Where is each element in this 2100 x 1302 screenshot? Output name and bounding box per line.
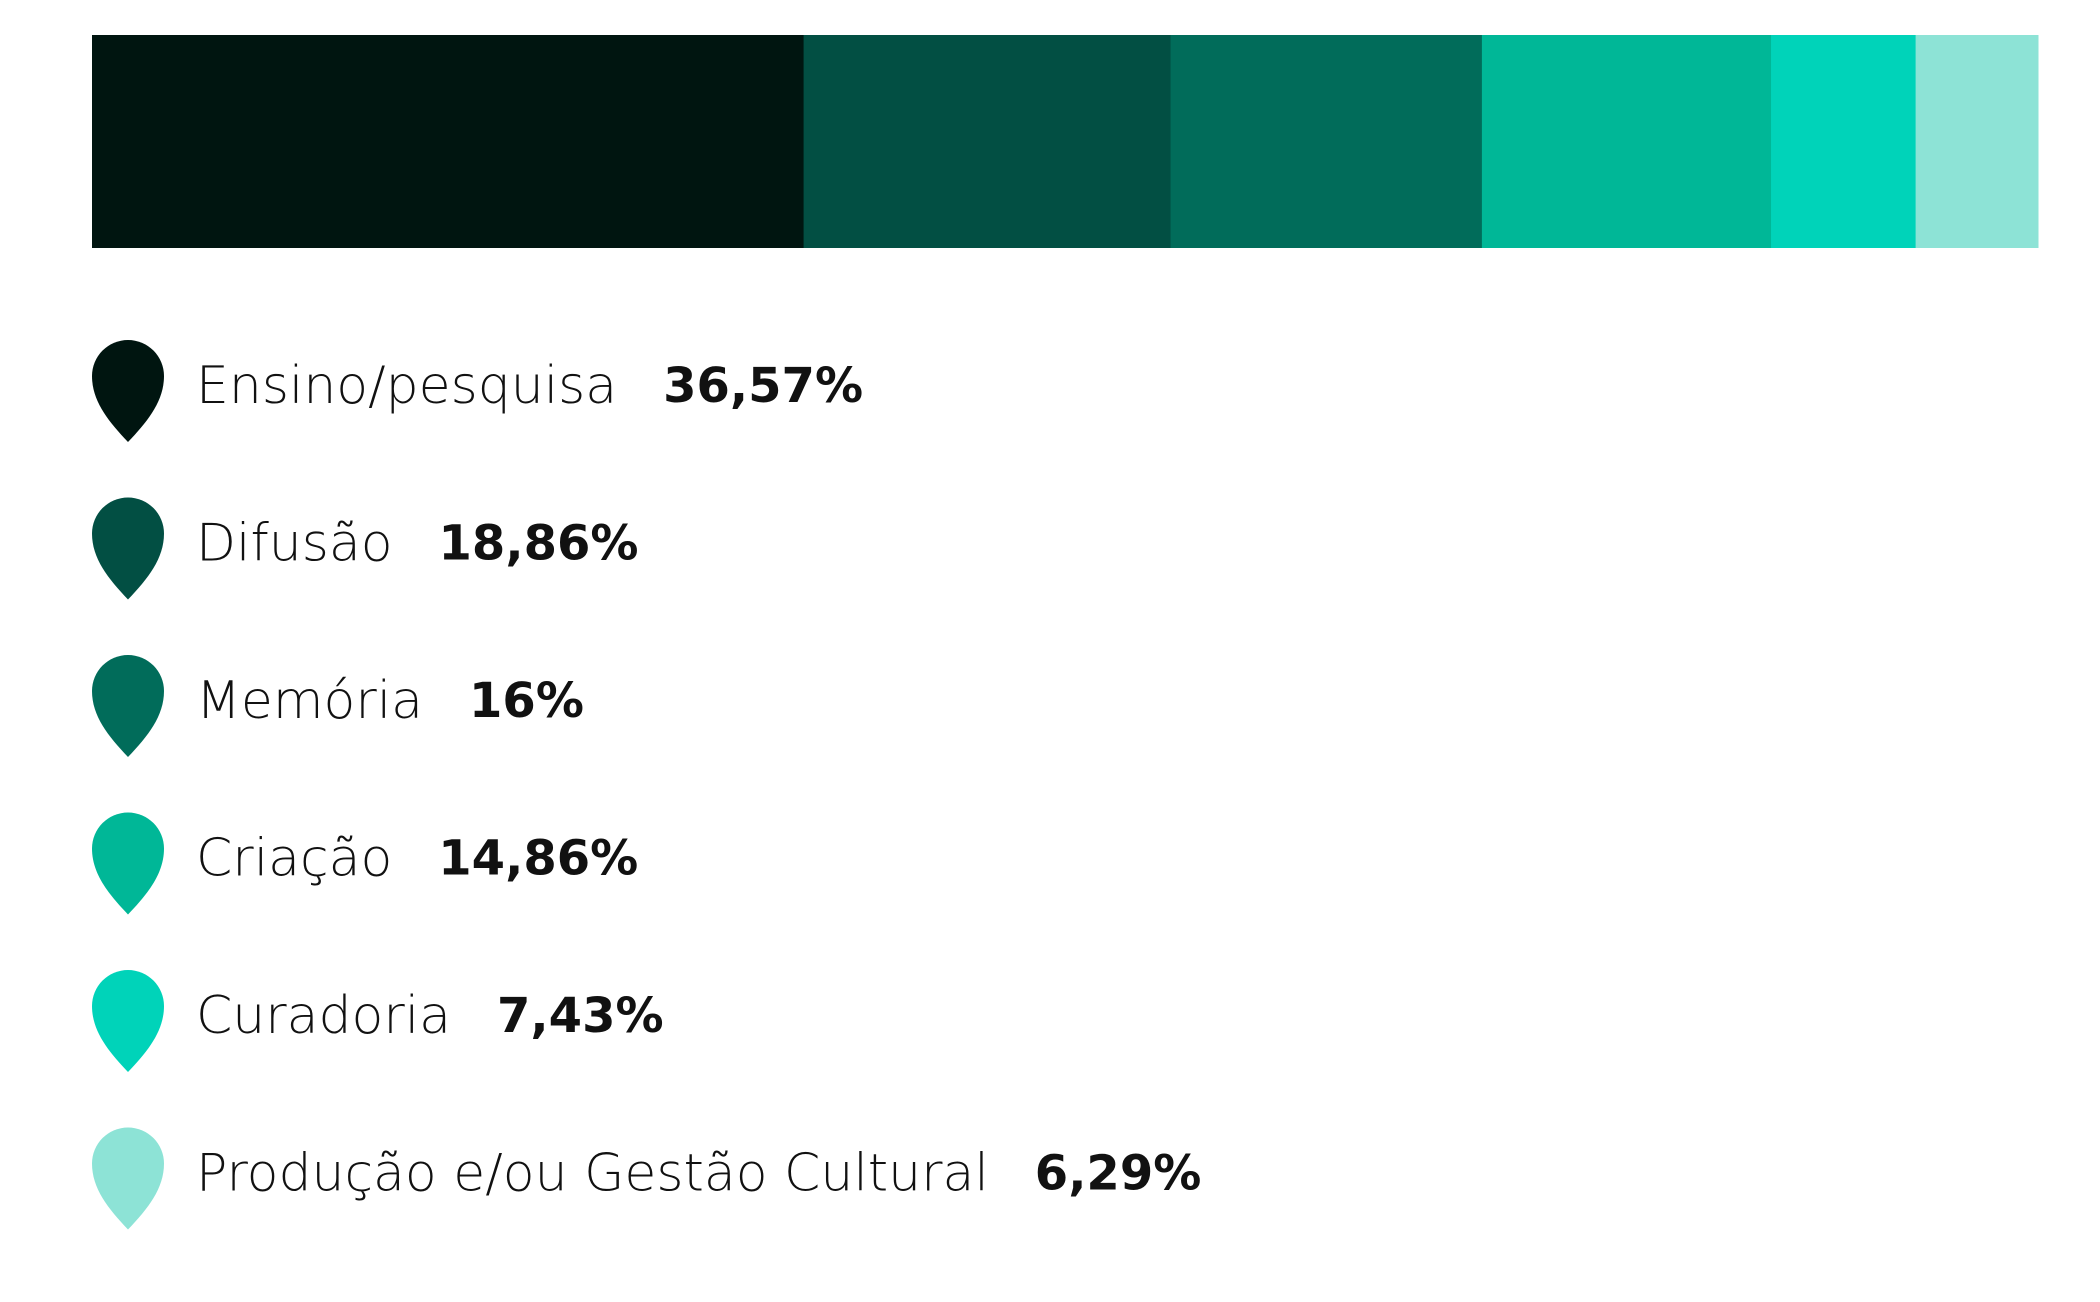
bar-segment — [1481, 35, 1772, 248]
value-label: 14,86% — [438, 831, 638, 887]
bar-segment — [1771, 35, 1917, 248]
value-label: 6,29% — [1035, 1146, 1202, 1202]
bar-segment — [803, 35, 1172, 248]
bar-segment — [1915, 35, 2039, 248]
value-label: 7,43% — [497, 988, 664, 1044]
legend-label: Criação — [196, 829, 392, 889]
value-label: 16% — [469, 673, 584, 729]
value-label: 18,86% — [439, 516, 639, 572]
legend-marker — [92, 812, 164, 915]
legend-label: Curadoria — [196, 986, 451, 1046]
value-label: 36,57% — [663, 358, 863, 414]
legend-label: Produção e/ou Gestão Cultural — [196, 1144, 989, 1204]
legend-marker — [92, 1127, 164, 1230]
legend-marker — [92, 497, 164, 600]
bar-segment — [1170, 35, 1483, 248]
legend-label: Difusão — [196, 514, 393, 574]
legend-marker — [92, 655, 164, 757]
legend-marker — [92, 970, 164, 1072]
legend-marker — [92, 340, 164, 442]
legend-label: Ensino/pesquisa — [196, 356, 617, 416]
legend-label: Memória — [196, 671, 423, 731]
bar-segment — [92, 35, 805, 248]
